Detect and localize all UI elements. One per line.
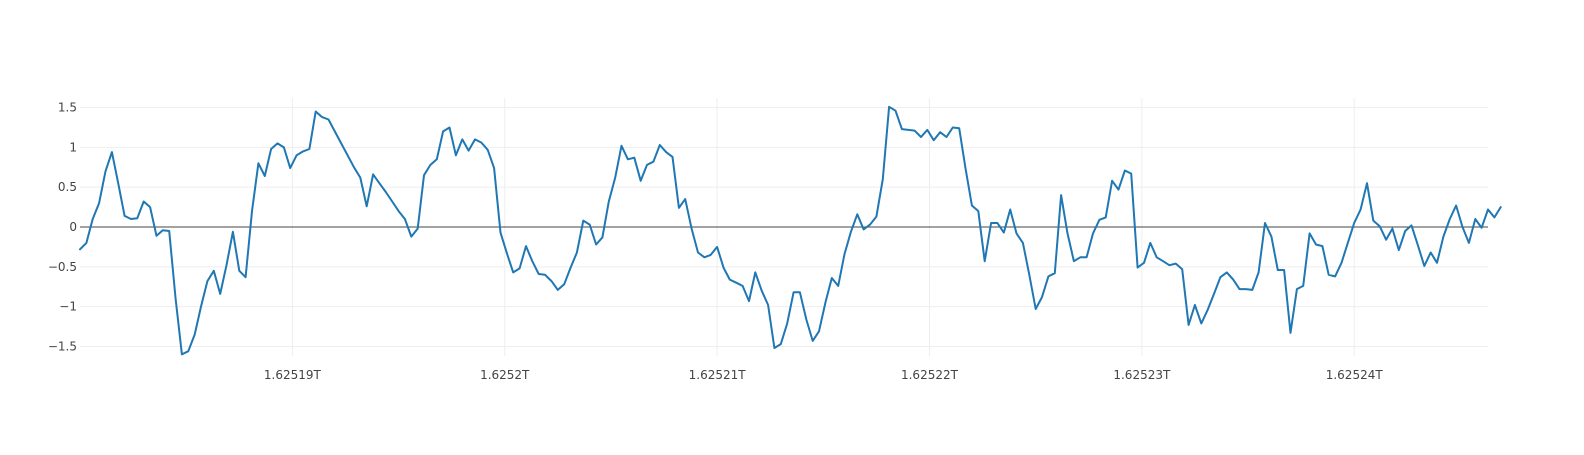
x-tick-label: 1.62523T: [1113, 368, 1171, 382]
grid-layer: [80, 98, 1488, 356]
y-tick-label: 0: [69, 220, 77, 234]
y-tick-label: −1: [59, 300, 77, 314]
y-tick-label: −0.5: [48, 260, 77, 274]
axis-labels: 1.62519T 1.6252T 1.62521T 1.62522T 1.62523T 1…: [48, 101, 1383, 382]
y-tick-label: 0.5: [58, 180, 77, 194]
y-tick-label: 1.5: [58, 101, 77, 115]
x-tick-label: 1.62521T: [689, 368, 747, 382]
x-tick-label: 1.6252T: [480, 368, 530, 382]
y-tick-label: 1: [69, 140, 77, 154]
series-layer: [79, 105, 1502, 356]
x-tick-label: 1.62522T: [901, 368, 959, 382]
series-line-0: [79, 105, 1502, 356]
x-tick-label: 1.62524T: [1326, 368, 1384, 382]
y-tick-label: −1.5: [48, 339, 77, 353]
x-tick-label: 1.62519T: [264, 368, 322, 382]
